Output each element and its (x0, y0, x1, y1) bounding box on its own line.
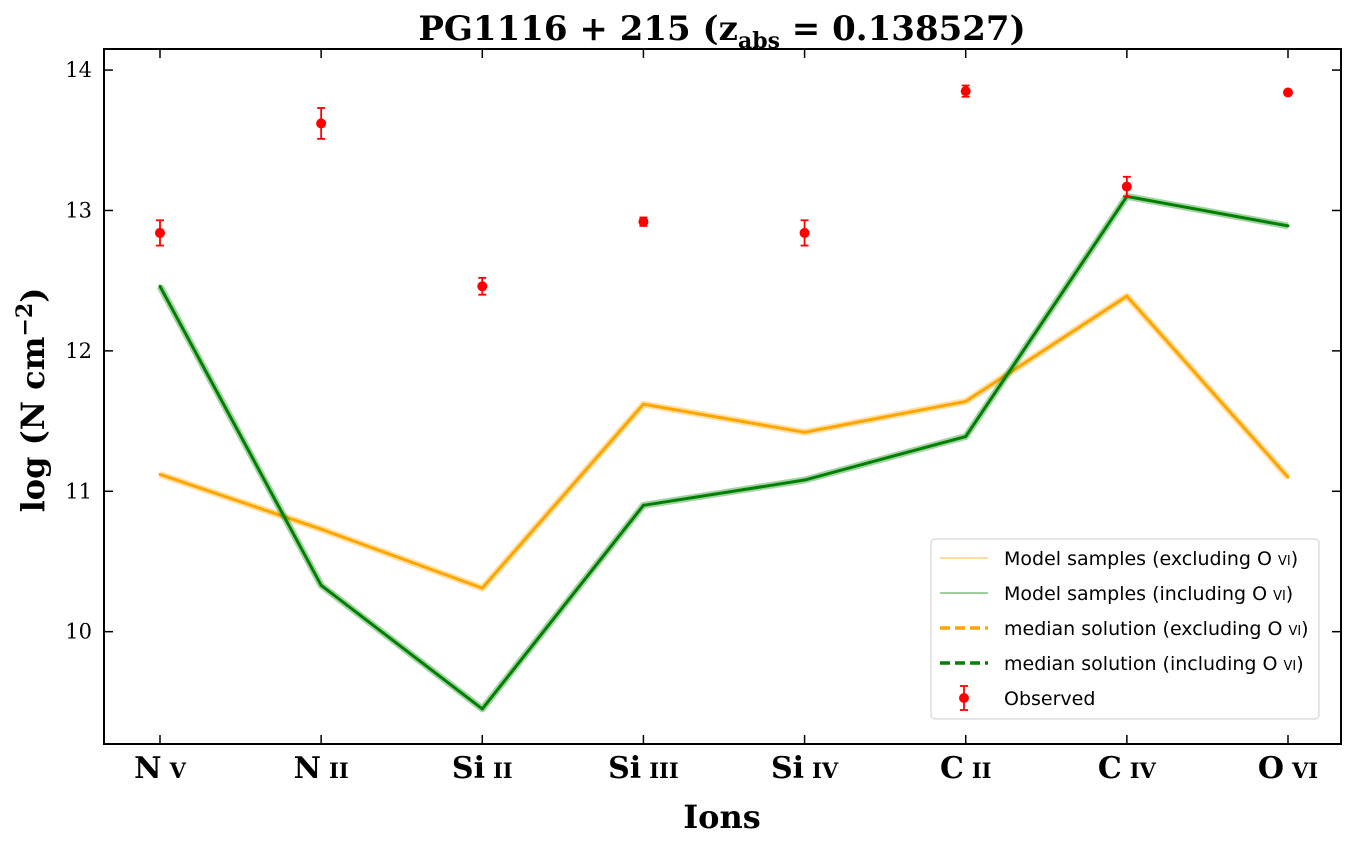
legend-box (930, 538, 1320, 720)
legend-label-ion: O (1263, 653, 1278, 675)
x-tick-label-element: N (134, 751, 161, 786)
y-axis-title: log (N cm−2) (12, 288, 52, 513)
series-point-excl (319, 527, 323, 531)
series-point-excl (964, 399, 968, 403)
x-axis-title: Ions (683, 798, 761, 836)
chart-title-rest: = 0.138527) (780, 9, 1026, 49)
x-tick-label-element: C (940, 751, 964, 786)
x-tick-label-state: ii (329, 751, 349, 786)
x-tick-label-state: ii (493, 751, 513, 786)
legend-label-state: vi (1284, 653, 1297, 675)
x-tick-label-state: ii (972, 751, 992, 786)
observed-point (155, 227, 165, 238)
legend-label-suffix: ) (1286, 583, 1293, 605)
plot-frame (103, 48, 1342, 745)
x-tick-label: Si ii (452, 751, 513, 786)
y-axis: 10 11 12 13 14 (65, 58, 1341, 644)
y-tick-label: 11 (65, 479, 92, 503)
x-tick-label-element: Si (771, 751, 804, 786)
x-tick-label-state: v (169, 751, 187, 786)
median-solution-line-incl (158, 194, 1289, 711)
observed-point (1121, 181, 1132, 192)
x-tick-label-element: C (1098, 751, 1122, 786)
series-point-excl (480, 586, 484, 590)
x-tick-label-element: Si (452, 751, 485, 786)
y-axis-title-close: ) (14, 288, 52, 303)
x-tick-label-state: vi (1291, 751, 1318, 786)
observed-layer (155, 84, 1293, 296)
legend-label-suffix: ) (1301, 618, 1308, 640)
legend-label: Observed (1004, 688, 1095, 710)
median-solution-line-excl (159, 294, 1290, 590)
x-tick-label: Si iv (771, 751, 839, 786)
x-tick-label: Si iii (608, 751, 679, 786)
y-axis-title-superscript: −2 (12, 303, 38, 337)
observed-point (316, 118, 327, 129)
chart-title: PG1116 + 215 (zabs = 0.138527) (418, 9, 1025, 54)
observed-point (960, 86, 971, 97)
series-point-incl (641, 503, 645, 507)
series-point-excl (158, 472, 162, 476)
legend-label-text: Model samples (including (1004, 583, 1252, 605)
series-point-incl (158, 284, 162, 288)
x-tick-label-element: Si (608, 751, 641, 786)
y-tick-label: 10 (65, 620, 92, 644)
x-tick-label-element: O (1258, 751, 1284, 786)
series-point-incl (480, 707, 484, 711)
x-tick-label-state: iii (649, 751, 678, 786)
y-tick-label: 12 (65, 339, 92, 363)
x-tick-label-state: iv (812, 751, 839, 786)
legend-label-state: vi (1273, 583, 1286, 605)
legend-label-ion: O (1252, 583, 1267, 605)
series-point-incl (1286, 224, 1290, 228)
chart-title-name: PG1116 + 215 (z (418, 9, 738, 49)
series-point-excl (641, 402, 645, 406)
y-axis-title-main: log (N cm (14, 336, 52, 512)
x-tick-label-element: N (294, 751, 321, 786)
legend-label-state: vi (1288, 618, 1301, 640)
x-tick-label-state: iv (1130, 751, 1157, 786)
legend-label-state: vi (1278, 548, 1291, 570)
legend-label-text: median solution (excluding (1004, 618, 1267, 640)
plot-area (103, 48, 1342, 745)
series-point-incl (964, 435, 968, 439)
legend-label-suffix: ) (1296, 653, 1303, 675)
legend-label-suffix: ) (1291, 548, 1298, 570)
observed-point (1283, 87, 1293, 98)
legend-label-ion: O (1257, 548, 1272, 570)
series-point-excl (1286, 475, 1290, 479)
legend-label-ion: O (1267, 618, 1282, 640)
legend-swatch-marker (959, 693, 969, 703)
legend-label-text: Observed (1004, 688, 1095, 710)
series-point-incl (319, 583, 323, 587)
observed-point (799, 227, 810, 238)
observed-point (638, 216, 649, 227)
series-point-incl (803, 478, 807, 482)
legend-label-text: Model samples (excluding (1004, 548, 1257, 570)
observed-point (477, 281, 488, 292)
series-point-excl (1125, 294, 1129, 298)
series-point-excl (803, 430, 807, 434)
y-tick-label: 13 (65, 198, 92, 222)
y-tick-label: 14 (65, 58, 92, 82)
series-layer (156, 192, 1291, 713)
chart-title-subscript: abs (738, 28, 780, 54)
legend-label-text: median solution (including (1004, 653, 1263, 675)
